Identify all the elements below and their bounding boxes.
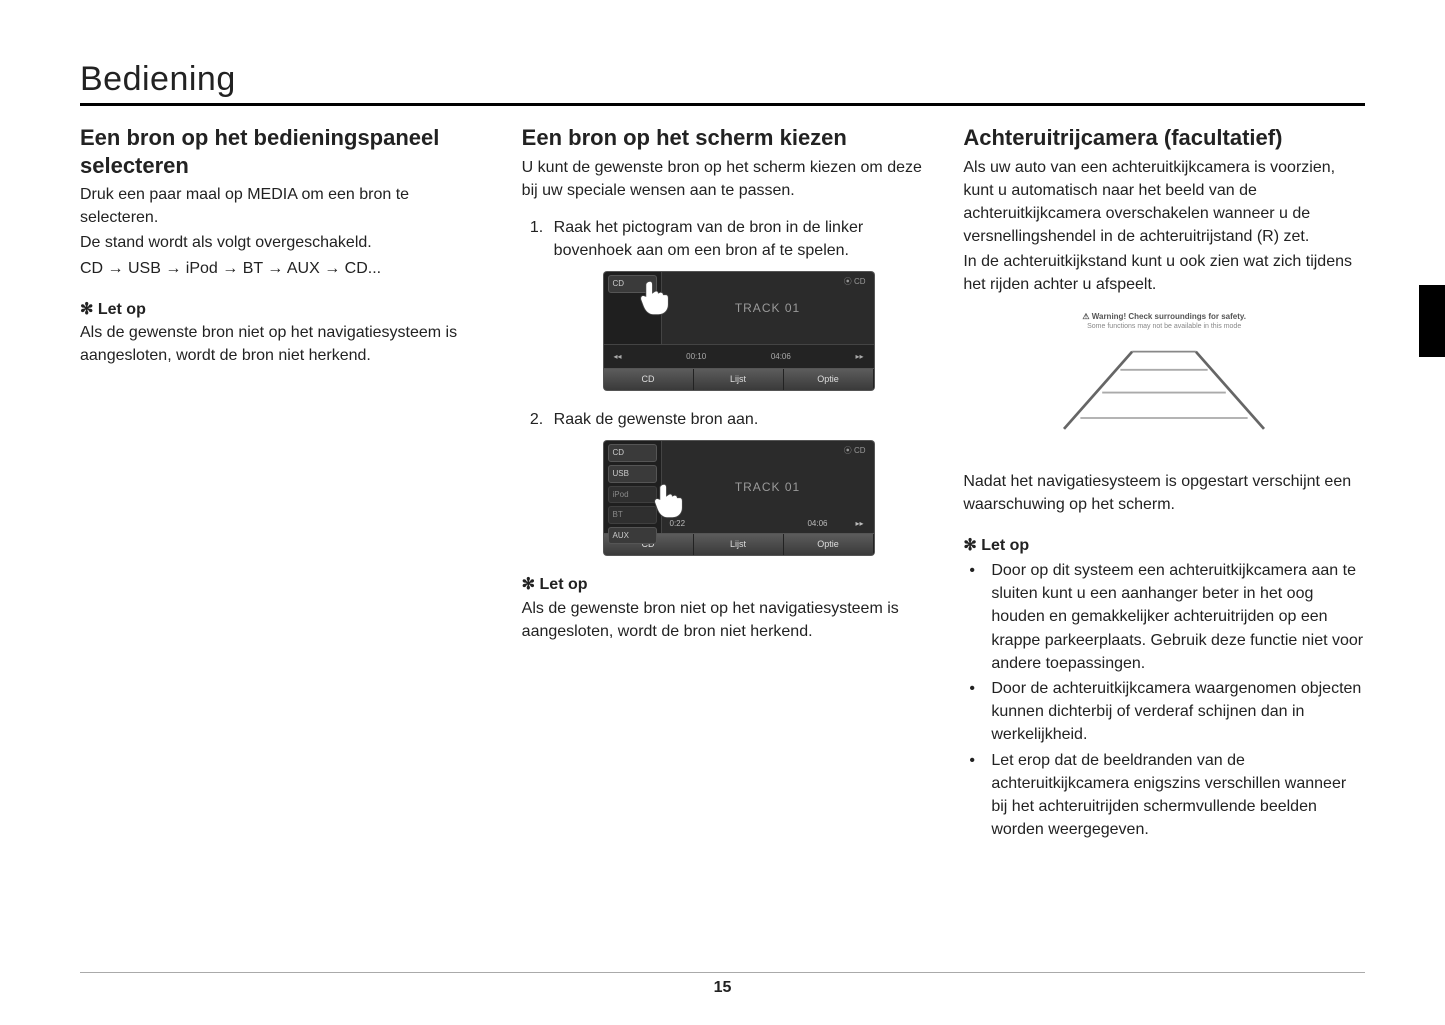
note-heading: Let op: [80, 298, 482, 321]
paragraph: U kunt de gewenste bron op het scherm ki…: [522, 156, 924, 202]
bullet-item: Door de achteruitkijkcamera waargenomen …: [963, 677, 1365, 747]
source-pill: iPod: [608, 486, 657, 504]
column-3: Achteruitrijcamera (facultatief) Als uw …: [963, 124, 1365, 843]
warning-text: ⚠ Warning! Check surroundings for safety…: [1034, 311, 1294, 323]
cd-indicator: ⦿ CD: [844, 445, 866, 457]
bullet-item: Door op dit systeem een achteruitkijkcam…: [963, 559, 1365, 675]
tab-options: Optie: [784, 369, 874, 390]
content-columns: Een bron op het bedieningspaneel selecte…: [80, 124, 1365, 843]
media-screenshot-2: CD USB iPod BT AUX TRACK 01 ⦿ CD ▸▸ 0:22: [604, 441, 874, 555]
note-text: Als de gewenste bron niet op het navigat…: [80, 321, 482, 367]
rear-camera-illustration: ⚠ Warning! Check surroundings for safety…: [1034, 305, 1294, 456]
tab-options: Optie: [784, 534, 874, 555]
bullet-item: Let erop dat de beeldranden van de achte…: [963, 749, 1365, 842]
steps-list: Raak het pictogram van de bron in de lin…: [522, 216, 924, 556]
source-pill: CD: [608, 444, 657, 462]
tab-list: Lijst: [694, 534, 784, 555]
parking-guides-icon: [1034, 338, 1294, 438]
forward-icon: ▸▸: [855, 351, 863, 363]
forward-icon: ▸▸: [855, 518, 863, 530]
section-heading: Een bron op het scherm kiezen: [522, 124, 924, 152]
source-chain: CD → USB → iPod → BT → AUX → CD...: [80, 257, 482, 280]
source-pill: AUX: [608, 527, 657, 545]
rewind-icon: ◂◂: [614, 351, 622, 363]
time-total: 04:06: [807, 518, 827, 530]
paragraph: Als uw auto van een achteruitkijkcamera …: [963, 156, 1365, 249]
section-heading: Een bron op het bedieningspaneel selecte…: [80, 124, 482, 179]
time-total: 04:06: [771, 351, 791, 363]
step-text: Raak het pictogram van de bron in de lin…: [554, 219, 864, 259]
section-heading: Achteruitrijcamera (facultatief): [963, 124, 1365, 152]
column-2: Een bron op het scherm kiezen U kunt de …: [522, 124, 924, 843]
cd-indicator: ⦿ CD: [844, 276, 866, 288]
note-heading: Let op: [522, 573, 924, 596]
source-pill: BT: [608, 506, 657, 524]
tab-cd: CD: [604, 369, 694, 390]
time-elapsed: 00:10: [686, 351, 706, 363]
warning-subtext: Some functions may not be available in t…: [1034, 322, 1294, 332]
paragraph: Nadat het navigatiesysteem is opgestart …: [963, 470, 1365, 516]
note-text: Als de gewenste bron niet op het navigat…: [522, 597, 924, 643]
page-number: 15: [80, 972, 1365, 997]
page-title: Bediening: [80, 60, 1365, 106]
time-elapsed: 0:22: [670, 518, 686, 530]
step-text: Raak de gewenste bron aan.: [554, 411, 759, 428]
media-screenshot-1: CD TRACK 01 ⦿ CD ◂◂ 00:10 04:06 ▸▸: [604, 272, 874, 390]
column-1: Een bron op het bedieningspaneel selecte…: [80, 124, 482, 843]
thumb-index-tab: [1419, 285, 1445, 357]
paragraph: In de achteruitkijkstand kunt u ook zien…: [963, 250, 1365, 296]
note-heading: Let op: [963, 534, 1365, 557]
tab-list: Lijst: [694, 369, 784, 390]
paragraph: De stand wordt als volgt overgeschakeld.: [80, 231, 482, 254]
step-item: Raak het pictogram van de bron in de lin…: [548, 216, 924, 390]
step-item: Raak de gewenste bron aan. CD USB iPod B…: [548, 408, 924, 555]
paragraph: Druk een paar maal op MEDIA om een bron …: [80, 183, 482, 229]
source-pill: USB: [608, 465, 657, 483]
bullet-list: Door op dit systeem een achteruitkijkcam…: [963, 559, 1365, 841]
track-label: TRACK 01: [662, 441, 874, 533]
source-pill-cd: CD: [608, 275, 657, 293]
track-label: TRACK 01: [662, 272, 874, 344]
